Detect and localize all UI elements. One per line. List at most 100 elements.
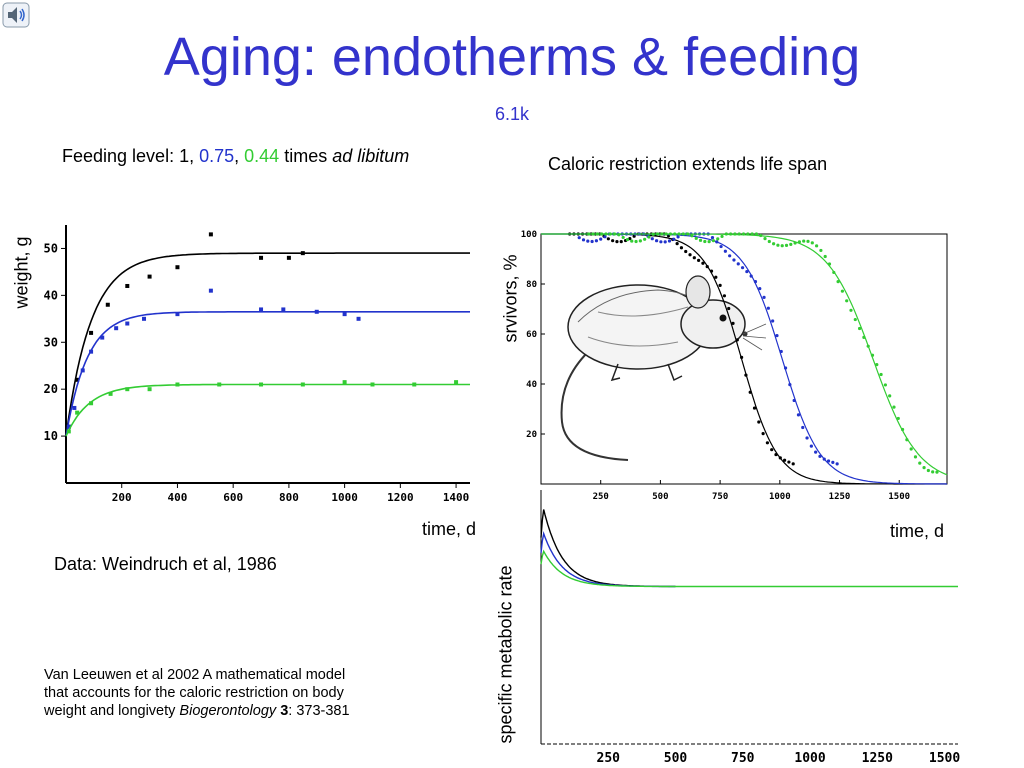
survival-data-point <box>879 372 883 377</box>
metabolic-x-tick-label: 1250 <box>862 751 893 766</box>
weight-data-point <box>105 302 110 307</box>
survival-data-point <box>744 373 748 377</box>
survival-data-point <box>673 232 677 236</box>
weight-x-tick-label: 600 <box>223 491 243 504</box>
weight-data-point <box>66 424 71 429</box>
survival-y-tick-label: 80 <box>526 280 537 290</box>
weight-data-point <box>175 312 180 317</box>
survival-data-point <box>896 416 900 421</box>
weight-data-point <box>454 380 459 385</box>
survival-data-point <box>796 413 801 417</box>
survival-data-point <box>675 242 679 246</box>
survival-data-point <box>845 299 849 303</box>
survival-data-point <box>692 256 696 260</box>
survival-data-point <box>810 241 814 245</box>
weight-x-tick-label: 1200 <box>387 491 414 504</box>
metabolic-x-tick-label: 1500 <box>929 751 960 766</box>
survival-data-point <box>667 239 672 243</box>
slide-subtitle: 6.1k <box>494 104 530 124</box>
survival-data-point <box>818 454 822 458</box>
survival-data-point <box>827 262 832 266</box>
weight-data-point <box>147 387 152 392</box>
survival-x-axis-label: time, d <box>890 521 945 541</box>
survival-y-tick-label: 20 <box>526 430 537 440</box>
survival-x-tick-label: 500 <box>652 492 668 502</box>
metabolic-series-line <box>540 549 958 588</box>
weight-data-point <box>142 316 147 321</box>
survival-data-point <box>732 258 736 262</box>
survival-y-tick-label: 100 <box>521 230 537 240</box>
weight-data-point <box>259 382 264 387</box>
weight-data-point <box>108 391 113 396</box>
weight-data-point <box>259 307 264 312</box>
survival-data-point <box>603 235 607 239</box>
survival-data-point <box>684 249 688 254</box>
survival-data-point <box>672 237 676 241</box>
metabolic-series-line <box>540 531 676 588</box>
weight-data-point <box>75 410 80 415</box>
survival-data-point <box>832 270 836 275</box>
survival-data-point <box>729 232 733 236</box>
survival-data-point <box>591 232 595 236</box>
survival-data-point <box>697 258 701 262</box>
speaker-icon[interactable] <box>2 2 30 28</box>
weight-y-tick-label: 10 <box>44 429 58 443</box>
survival-data-point <box>875 362 879 367</box>
weight-data-point <box>147 274 152 279</box>
survival-data-point <box>611 239 615 243</box>
survival-data-point <box>719 244 723 249</box>
survival-data-point <box>634 239 638 244</box>
survival-data-point <box>775 333 779 338</box>
survival-data-point <box>643 237 647 241</box>
weight-y-tick-label: 40 <box>44 288 58 302</box>
data-source-caption: Data: Weindruch et al, 1986 <box>54 554 277 574</box>
survival-data-point <box>651 232 655 236</box>
weight-data-point <box>89 349 94 354</box>
weight-data-point <box>125 283 130 288</box>
survival-data-point <box>780 244 784 248</box>
survival-data-point <box>770 448 774 452</box>
survival-data-point <box>809 444 813 448</box>
survival-data-point <box>650 237 654 241</box>
survival-data-point <box>737 232 741 236</box>
survival-data-point <box>783 458 787 462</box>
survival-data-point <box>709 269 714 273</box>
survival-data-point <box>840 289 844 293</box>
survival-data-point <box>727 306 731 311</box>
survival-data-point <box>710 235 715 240</box>
survival-data-point <box>857 326 862 331</box>
survival-x-tick-label: 1000 <box>769 492 791 502</box>
survival-data-point <box>723 249 727 253</box>
survival-data-point <box>849 308 853 312</box>
survival-data-point <box>688 253 692 257</box>
reference-citation: Van Leeuwen et al 2002 A mathematical mo… <box>44 666 364 720</box>
survival-data-point <box>771 319 775 323</box>
survival-data-point <box>745 269 749 274</box>
survival-data-point <box>823 254 827 259</box>
weight-x-tick-label: 1400 <box>443 491 470 504</box>
survival-data-point <box>801 425 805 430</box>
survival-data-point <box>694 236 698 240</box>
survival-data-point <box>715 240 719 244</box>
survival-data-point <box>655 232 660 236</box>
survival-data-point <box>740 266 745 270</box>
weight-data-point <box>80 368 85 373</box>
weight-data-point <box>370 382 375 387</box>
survival-x-tick-label: 750 <box>712 492 728 502</box>
survival-data-point <box>740 355 744 359</box>
survival-data-point <box>594 239 599 243</box>
survival-data-point <box>752 406 757 410</box>
weight-data-point <box>114 326 119 331</box>
survival-data-point <box>826 459 831 463</box>
survival-data-point <box>905 438 909 442</box>
survival-data-point <box>660 232 664 236</box>
weight-y-tick-label: 20 <box>44 382 58 396</box>
survival-data-point <box>774 452 778 457</box>
weight-x-tick-label: 400 <box>168 491 188 504</box>
feeding-prefix: Feeding level: 1, <box>62 146 200 166</box>
weight-data-point <box>356 316 361 321</box>
survival-x-tick-label: 250 <box>593 492 609 502</box>
weight-x-tick-label: 200 <box>112 491 132 504</box>
survival-data-point <box>913 455 918 459</box>
survival-data-point <box>604 232 608 236</box>
